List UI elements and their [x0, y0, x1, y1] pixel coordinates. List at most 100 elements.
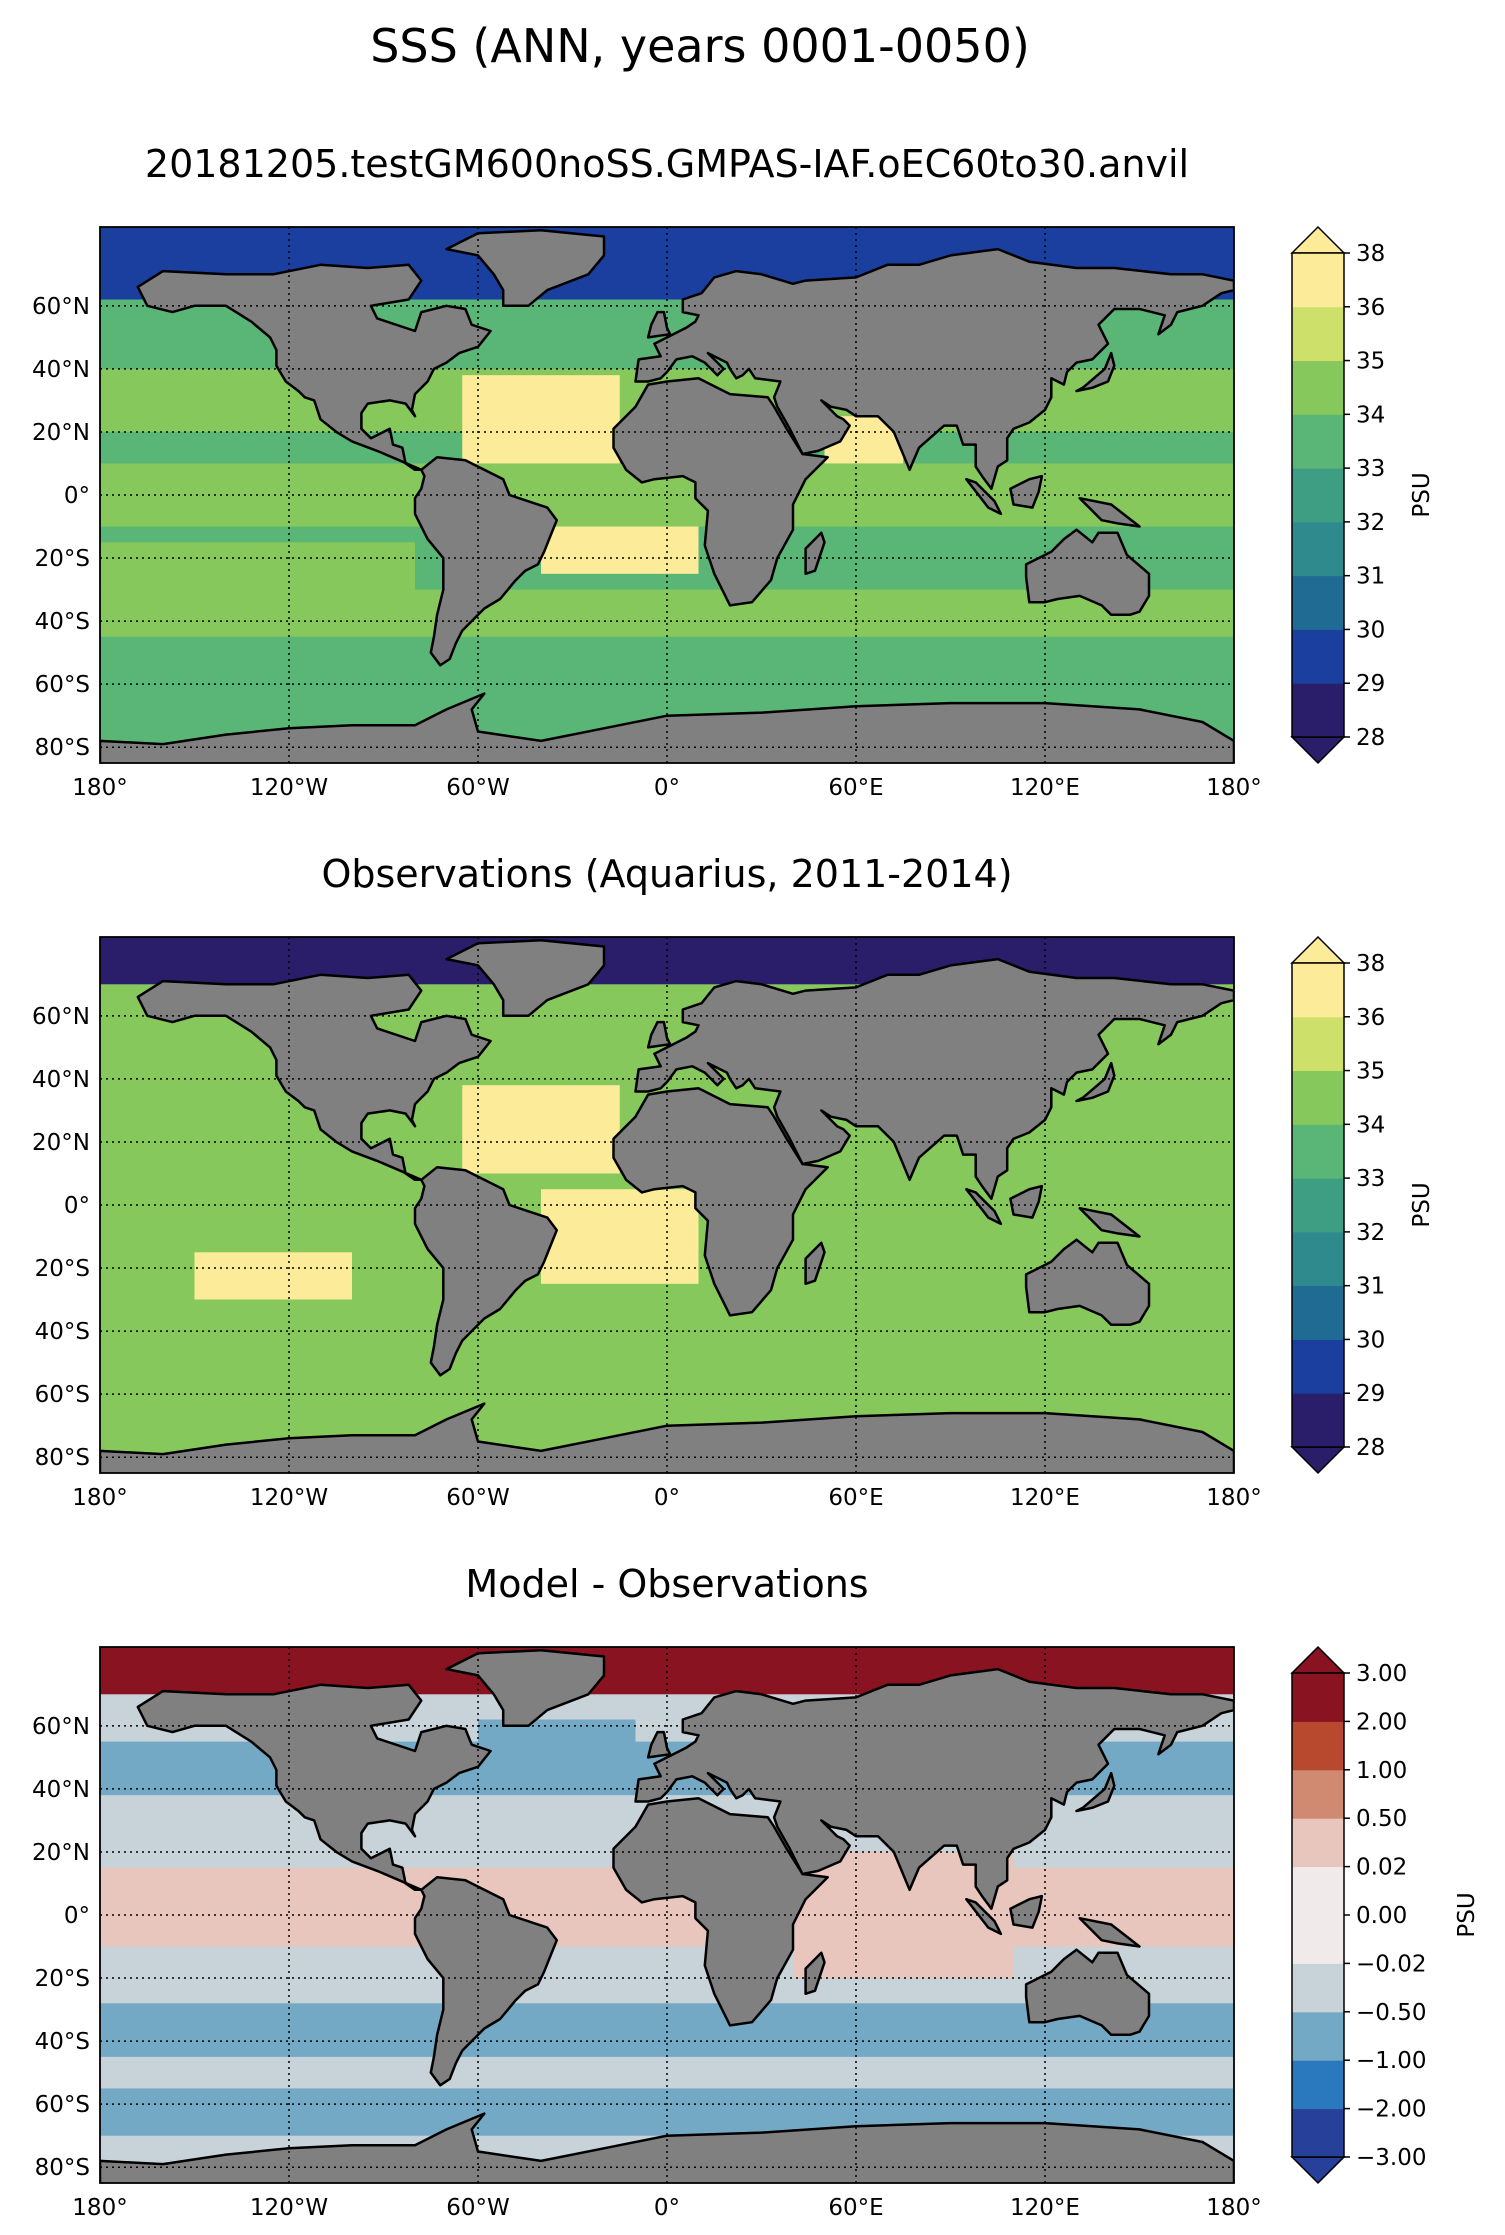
- x-tick-label: 60°W: [446, 775, 510, 801]
- land-polygon: [413, 1165, 559, 1377]
- map-plot: 180° 120°W 60°W 0° 60°E 120°E 180° 60°N 40°N 20°N…: [32, 226, 1262, 801]
- salinity-band: [478, 1719, 636, 1774]
- land-polygon: [1024, 528, 1151, 617]
- x-tick-label: 60°W: [446, 1485, 510, 1511]
- y-tick-label: 60°N: [32, 294, 90, 320]
- panel-difference: Model - Observations 180° 120°W 60°W 0° 60°E…: [32, 1562, 1480, 2221]
- y-tick-label: 20°S: [35, 546, 90, 572]
- y-tick-label: 40°S: [35, 609, 90, 635]
- y-tick-label: 40°N: [32, 1777, 90, 1803]
- colorbar-tick-label: 32: [1356, 1220, 1385, 1246]
- land-polygon: [445, 938, 606, 1018]
- colorbar-tick-label: −2.00: [1356, 2097, 1426, 2123]
- y-tick-label: 60°N: [32, 1004, 90, 1030]
- x-tick-label: 0°: [654, 2195, 680, 2221]
- y-tick-label: 20°S: [35, 1256, 90, 1282]
- colorbar-tick-label: 28: [1356, 1435, 1385, 1461]
- colorbar-tick-label: −3.00: [1356, 2145, 1426, 2171]
- colorbar-tick-label: 0.00: [1356, 1903, 1407, 1929]
- land-polygon: [804, 1241, 826, 1286]
- land-polygon: [100, 2112, 1234, 2183]
- x-tick-label: 180°: [72, 1485, 127, 1511]
- colorbar-segment: [1292, 2060, 1344, 2110]
- x-tick-label: 120°E: [1010, 2195, 1080, 2221]
- colorbar-segment: [1292, 1285, 1344, 1340]
- colorbar-segment: [1292, 306, 1344, 362]
- colorbar-frame: [1291, 962, 1345, 1448]
- land-polygon: [1009, 1894, 1044, 1929]
- colorbar-tick-label: 33: [1356, 1166, 1385, 1192]
- colorbar-segment: [1292, 468, 1344, 523]
- colorbar-extend-max: [1290, 225, 1346, 254]
- land-polygon: [612, 1797, 829, 2027]
- x-tick-label: 120°W: [250, 1485, 328, 1511]
- colorbar-segment: [1292, 1915, 1344, 1964]
- x-tick-label: 0°: [654, 1485, 680, 1511]
- figure-suptitle: SSS (ANN, years 0001-0050): [370, 19, 1030, 73]
- panel-title: 20181205.testGM600noSS.GMPAS-IAF.oEC60to…: [145, 142, 1189, 186]
- colorbar-segment: [1292, 1124, 1344, 1179]
- x-tick-label: 120°W: [250, 2195, 328, 2221]
- colorbar-tick-label: −1.00: [1356, 2048, 1426, 2074]
- y-tick-label: 40°N: [32, 357, 90, 383]
- colorbar-extend-min: [1290, 736, 1346, 765]
- colorbar-segment: [1292, 1070, 1344, 1125]
- salinity-band: [100, 542, 415, 590]
- colorbar-tick-label: 30: [1356, 1327, 1385, 1353]
- colorbar-segment: [1292, 963, 1344, 1018]
- land-polygon: [646, 1730, 672, 1759]
- colorbar-tick-label: 29: [1356, 671, 1385, 697]
- y-tick-label: 40°N: [32, 1067, 90, 1093]
- y-tick-label: 20°S: [35, 1966, 90, 1992]
- landmasses: [100, 938, 1234, 1473]
- colorbar-tick-label: 36: [1356, 1005, 1385, 1031]
- land-polygon: [1078, 1206, 1141, 1238]
- land-polygon: [612, 377, 829, 607]
- salinity-band: [462, 1085, 620, 1174]
- colorbar-segment: [1292, 2011, 1344, 2061]
- colorbar-tick-label: 1.00: [1356, 1758, 1407, 1784]
- colorbar-tick-label: 35: [1356, 1059, 1385, 1085]
- colorbar-tick-label: 0.50: [1356, 1806, 1407, 1832]
- colorbar-tick-label: 34: [1356, 1112, 1385, 1138]
- colorbar-tick-label: 30: [1356, 617, 1385, 643]
- y-tick-label: 80°S: [35, 1445, 90, 1471]
- colorbar-tick-label: 36: [1356, 295, 1385, 321]
- y-tick-label: 0°: [64, 483, 90, 509]
- land-polygon: [612, 1087, 829, 1317]
- x-tick-label: 120°E: [1010, 1485, 1080, 1511]
- land-polygon: [100, 1402, 1234, 1473]
- colorbar-tick-label: 35: [1356, 349, 1385, 375]
- colorbar-tick-label: 38: [1356, 951, 1385, 977]
- map-plot: 180° 120°W 60°W 0° 60°E 120°E 180° 60°N 40°N 20°N…: [32, 936, 1262, 1511]
- colorbar-segment: [1292, 1866, 1344, 1916]
- colorbar-extend-min: [1290, 2156, 1346, 2185]
- colorbar-segment: [1292, 1818, 1344, 1868]
- colorbar-label: PSU: [1409, 1182, 1435, 1227]
- y-tick-label: 20°N: [32, 420, 90, 446]
- land-polygon: [445, 1648, 606, 1728]
- colorbar-extend-max: [1290, 1645, 1346, 1674]
- y-tick-label: 60°S: [35, 2092, 90, 2118]
- y-tick-label: 0°: [64, 1193, 90, 1219]
- y-tick-label: 60°S: [35, 1382, 90, 1408]
- colorbar-tick-label: 29: [1356, 1381, 1385, 1407]
- y-tick-label: 40°S: [35, 2029, 90, 2055]
- colorbar-tick-label: 31: [1356, 1274, 1385, 1300]
- colorbar-frame: [1291, 252, 1345, 738]
- y-tick-label: 60°N: [32, 1714, 90, 1740]
- panel-observations: Observations (Aquarius, 2011-2014) 180° 1…: [32, 852, 1435, 1511]
- map-plot: 180° 120°W 60°W 0° 60°E 120°E 180° 60°N 40°N 20°N…: [32, 1646, 1262, 2221]
- land-polygon: [804, 531, 826, 576]
- colorbar-segment: [1292, 1339, 1344, 1394]
- colorbar-segment: [1292, 253, 1344, 308]
- colorbar-segment: [1292, 2108, 1344, 2158]
- colorbar-tick-label: 2.00: [1356, 1709, 1407, 1735]
- x-tick-label: 60°W: [446, 2195, 510, 2221]
- colorbar-extend-max: [1290, 935, 1346, 964]
- colorbar-segment: [1292, 521, 1344, 577]
- land-polygon: [1009, 474, 1044, 509]
- panel-title: Observations (Aquarius, 2011-2014): [321, 852, 1012, 896]
- colorbar-segment: [1292, 1721, 1344, 1771]
- colorbar-segment: [1292, 1769, 1344, 1819]
